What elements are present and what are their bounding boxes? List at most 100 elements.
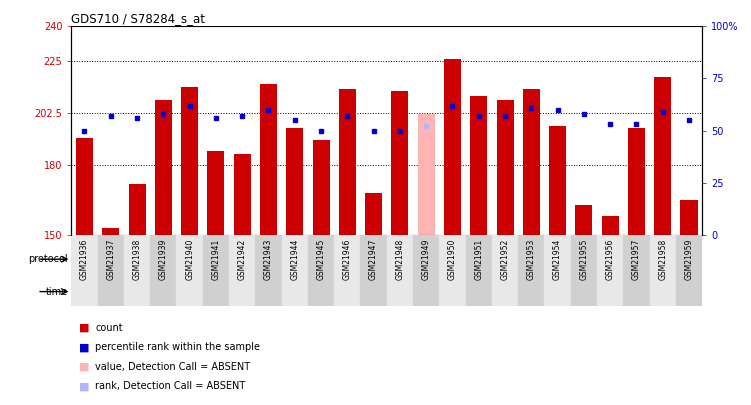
Bar <box>597 277 650 306</box>
Text: 0 h: 0 h <box>404 287 422 296</box>
Text: 3 h: 3 h <box>509 287 527 296</box>
Bar <box>229 235 255 306</box>
Bar <box>150 235 176 306</box>
Bar <box>334 235 360 306</box>
Bar <box>650 235 676 306</box>
Text: ■: ■ <box>79 323 89 333</box>
Bar <box>124 235 150 306</box>
Bar <box>255 235 282 306</box>
Bar <box>176 277 229 306</box>
Bar <box>575 205 593 235</box>
Text: GSM21949: GSM21949 <box>422 239 430 280</box>
Text: GSM21939: GSM21939 <box>159 239 167 280</box>
Bar <box>444 59 461 235</box>
Text: protocol: protocol <box>28 254 68 264</box>
Text: GSM21940: GSM21940 <box>185 239 194 280</box>
Bar <box>544 235 571 306</box>
Bar <box>387 245 702 273</box>
Bar <box>680 200 698 235</box>
Text: GDS710 / S78284_s_at: GDS710 / S78284_s_at <box>71 12 205 25</box>
Text: GSM21938: GSM21938 <box>133 239 141 280</box>
Bar <box>466 235 492 306</box>
Bar <box>628 128 645 235</box>
Bar <box>387 277 439 306</box>
Text: count: count <box>95 323 123 333</box>
Text: 0 h: 0 h <box>89 287 107 296</box>
Text: GSM21937: GSM21937 <box>107 239 115 280</box>
Bar <box>71 235 98 306</box>
Text: GSM21947: GSM21947 <box>369 239 378 280</box>
Text: GSM21948: GSM21948 <box>396 239 404 280</box>
Text: hypoxia tolerant: hypoxia tolerant <box>499 254 590 264</box>
Text: 1 h: 1 h <box>457 287 475 296</box>
Bar <box>339 89 356 235</box>
Text: GSM21954: GSM21954 <box>553 239 562 280</box>
Bar <box>365 193 382 235</box>
Bar <box>623 235 650 306</box>
Text: GSM21951: GSM21951 <box>475 239 483 280</box>
Text: 48 h: 48 h <box>348 287 373 296</box>
Bar <box>203 235 229 306</box>
Bar <box>654 77 671 235</box>
Text: GSM21946: GSM21946 <box>343 239 351 280</box>
Bar <box>650 277 702 306</box>
Bar <box>571 235 597 306</box>
Text: 12 h: 12 h <box>559 287 583 296</box>
Bar <box>523 89 540 235</box>
Text: GSM21952: GSM21952 <box>501 239 509 280</box>
Bar <box>176 235 203 306</box>
Bar <box>413 235 439 306</box>
Bar <box>602 216 619 235</box>
Text: ■: ■ <box>79 343 89 352</box>
Text: GSM21953: GSM21953 <box>527 239 535 280</box>
Bar <box>334 277 387 306</box>
Bar <box>597 235 623 306</box>
Bar <box>98 235 124 306</box>
Text: rank, Detection Call = ABSENT: rank, Detection Call = ABSENT <box>95 382 246 391</box>
Text: GSM21956: GSM21956 <box>606 239 614 280</box>
Bar <box>308 235 334 306</box>
Text: time: time <box>46 287 68 296</box>
Text: value, Detection Call = ABSENT: value, Detection Call = ABSENT <box>95 362 251 372</box>
Bar <box>260 84 277 235</box>
Bar <box>124 277 176 306</box>
Text: hypoxia sensitive: hypoxia sensitive <box>181 254 277 264</box>
Bar <box>492 235 518 306</box>
Bar <box>439 277 492 306</box>
Bar <box>544 277 597 306</box>
Bar <box>71 277 124 306</box>
Text: GSM21945: GSM21945 <box>317 239 325 280</box>
Text: GSM21941: GSM21941 <box>212 239 220 280</box>
Bar <box>391 91 409 235</box>
Bar <box>496 100 514 235</box>
Text: GSM21936: GSM21936 <box>80 239 89 280</box>
Bar <box>282 277 334 306</box>
Bar <box>234 154 251 235</box>
Text: GSM21955: GSM21955 <box>580 239 588 280</box>
Bar <box>439 235 466 306</box>
Bar <box>76 138 93 235</box>
Bar <box>207 151 225 235</box>
Bar <box>387 235 413 306</box>
Text: GSM21944: GSM21944 <box>291 239 299 280</box>
Bar <box>549 126 566 235</box>
Text: GSM21942: GSM21942 <box>238 239 246 280</box>
Text: ■: ■ <box>79 382 89 391</box>
Bar <box>229 277 282 306</box>
Bar <box>286 128 303 235</box>
Bar <box>492 277 544 306</box>
Bar <box>71 245 387 273</box>
Bar <box>418 114 435 235</box>
Text: percentile rank within the sample: percentile rank within the sample <box>95 343 261 352</box>
Bar <box>102 228 119 235</box>
Text: 24 h: 24 h <box>611 287 636 296</box>
Bar <box>676 235 702 306</box>
Text: 3 h: 3 h <box>194 287 212 296</box>
Text: 12 h: 12 h <box>243 287 267 296</box>
Bar <box>312 140 330 235</box>
Text: 24 h: 24 h <box>295 287 321 296</box>
Text: GSM21950: GSM21950 <box>448 239 457 280</box>
Bar <box>518 235 544 306</box>
Bar <box>155 100 172 235</box>
Text: 48 h: 48 h <box>663 287 689 296</box>
